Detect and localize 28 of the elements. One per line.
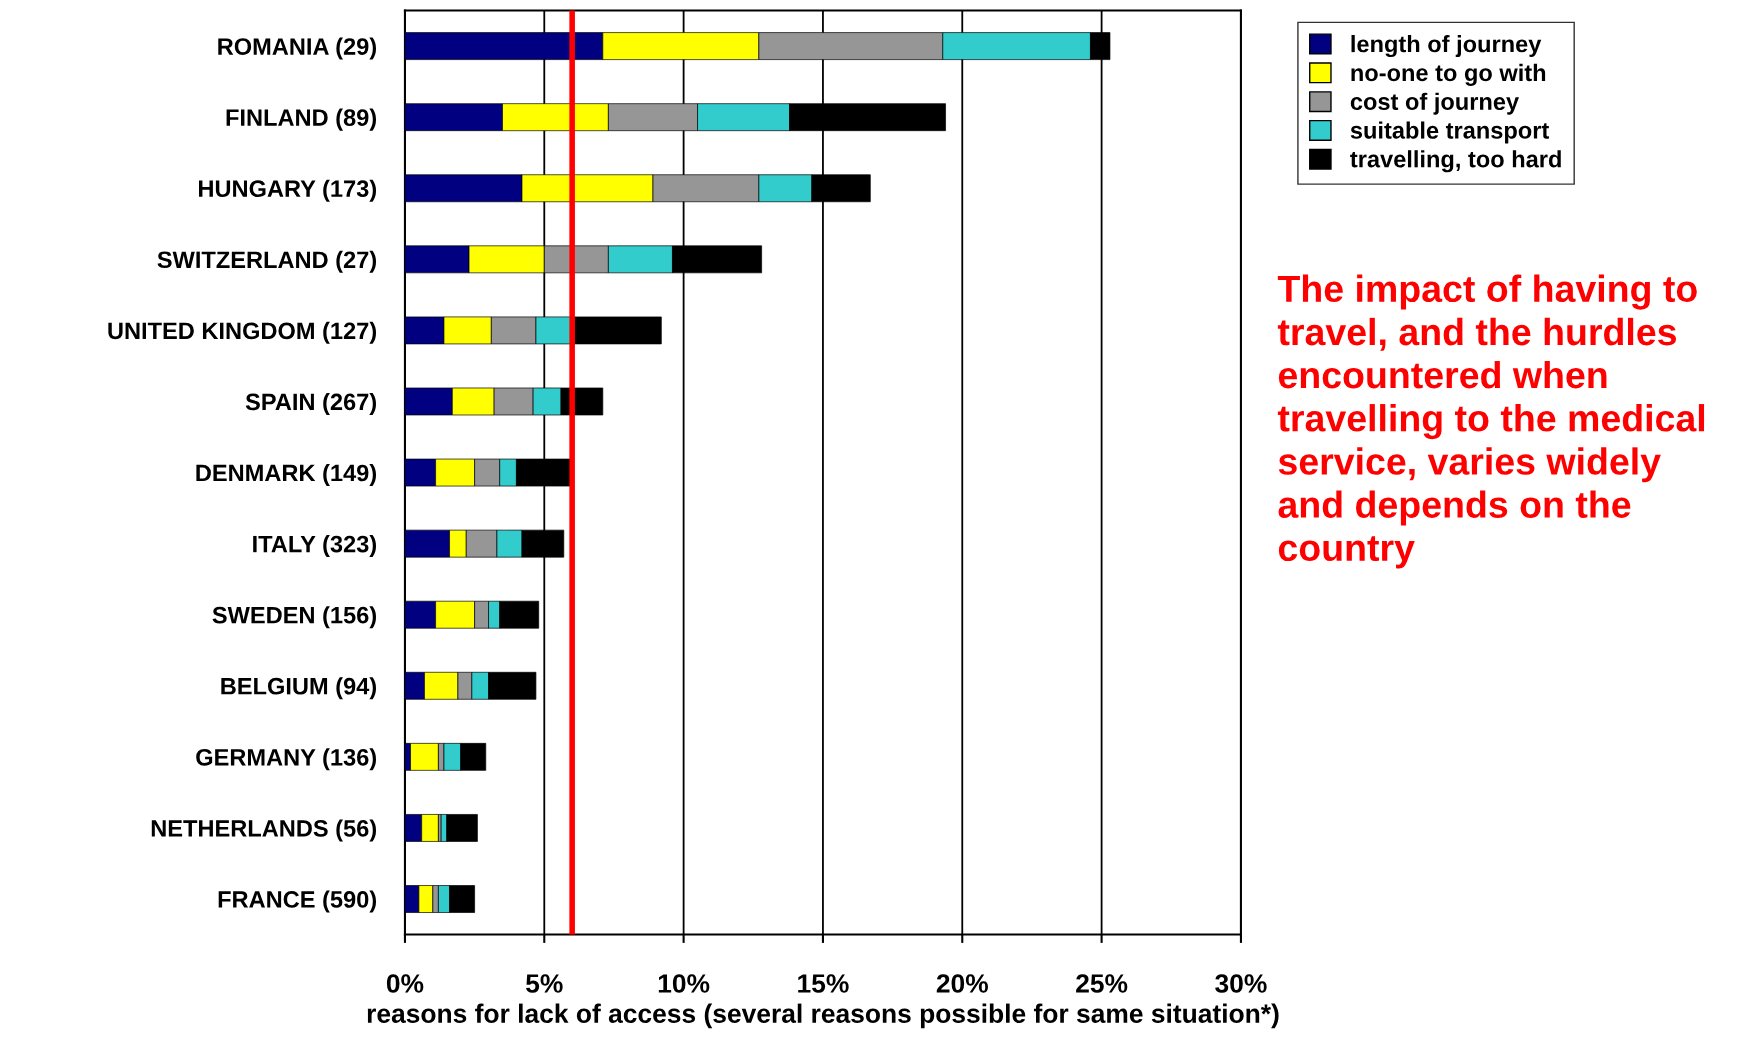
x-tick-label: 10% <box>658 974 710 993</box>
y-tick-label: UNITED KINGDOM (127) <box>108 321 377 344</box>
bar <box>574 316 662 345</box>
legend-label: travelling, too hard <box>1350 150 1561 173</box>
x-tick-label: 5% <box>526 974 563 993</box>
legend-label: cost of journey <box>1350 92 1519 115</box>
x-tick-label: 30% <box>1215 974 1267 993</box>
y-tick-label: ITALY (323) <box>253 535 377 558</box>
y-tick-label: FINLAND (89) <box>226 108 377 131</box>
y-tick-label: ROMANIA (29) <box>218 37 377 60</box>
legend-label: length of journey <box>1351 35 1542 58</box>
y-tick-label: SPAIN (267) <box>245 392 377 415</box>
y-tick-label: DENMARK (149) <box>196 464 377 487</box>
y-tick-label: GERMANY (136) <box>196 748 377 771</box>
text: The impact of having to travel, and the hurdles encountered when travelling to the medical service, varies widely and depends on the country <box>1277 274 1705 569</box>
x-tick-label: 15% <box>798 974 849 993</box>
y-tick-label: HUNGARY (173) <box>199 179 377 202</box>
x-tick-label: 20% <box>936 974 988 993</box>
x-tick-label: 25% <box>1076 974 1128 993</box>
y-tick-label: SWEDEN (156) <box>212 606 376 629</box>
legend-label: no-one to go with <box>1351 63 1546 86</box>
x-axis-title: reasons for lack of access (several reasons possible for same situation*) <box>367 1003 1279 1029</box>
y-tick-label: FRANCE (590) <box>218 890 377 913</box>
y-tick-label: BELGIUM (94) <box>221 677 377 700</box>
y-tick-label: SWITZERLAND (27) <box>157 250 377 273</box>
y-tick-label: NETHERLANDS (56) <box>151 819 376 842</box>
legend-label: suitable transport <box>1350 121 1549 144</box>
x-tick-label: 0% <box>386 974 424 993</box>
